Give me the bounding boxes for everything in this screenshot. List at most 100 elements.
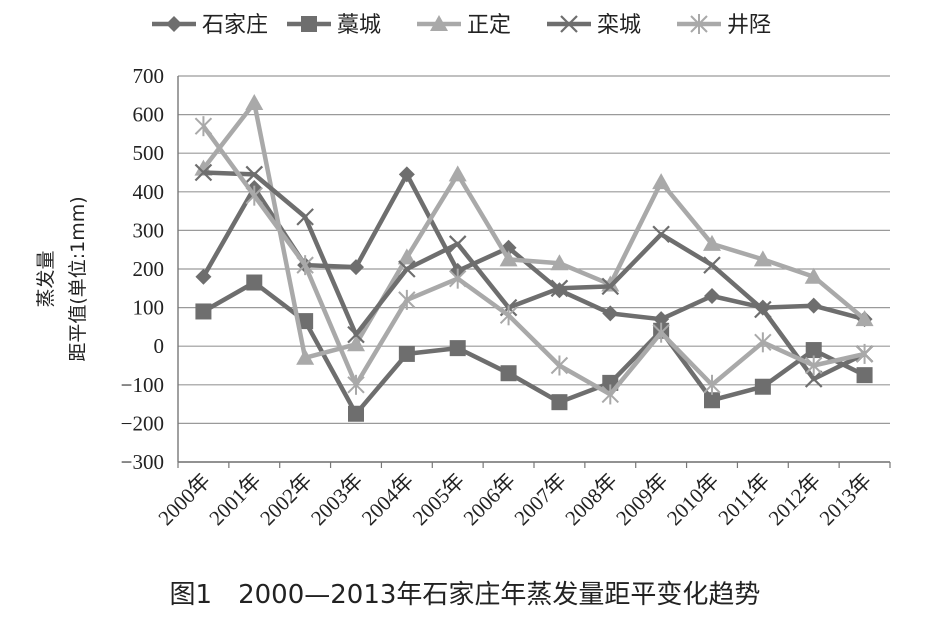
data-point (296, 255, 314, 276)
data-point (166, 16, 182, 32)
data-point (448, 165, 467, 182)
data-point (550, 254, 569, 271)
data-point (805, 355, 823, 376)
data-point (601, 277, 620, 296)
legend-label: 井陉 (727, 13, 771, 38)
y-axis-label-line: 距平值(单位:1mm) (67, 196, 89, 361)
data-point (195, 268, 212, 285)
data-point (246, 274, 263, 291)
series-line (202, 280, 866, 417)
legend-item: 藁城 (287, 13, 381, 38)
data-point (805, 342, 822, 359)
y-axis-label-line: 蒸发量 (35, 250, 57, 307)
data-point (704, 288, 720, 305)
data-point (560, 15, 578, 33)
data-point (449, 268, 467, 289)
y-tick-label: 700 (133, 64, 165, 88)
data-point (347, 325, 365, 344)
series-x (194, 163, 874, 388)
series-star (194, 116, 874, 405)
x-tick-label: 2011年 (713, 469, 774, 530)
x-tick-label: 2009年 (611, 469, 673, 531)
data-point (398, 166, 415, 183)
figure-caption: 图1 2000—2013年石家庄年蒸发量距平变化趋势 (169, 580, 761, 610)
data-point (301, 16, 317, 32)
data-point (855, 343, 874, 364)
data-point (652, 322, 670, 343)
y-tick-labels: −300 −200 −100 0 100 200 300 400 500 600 700 (121, 64, 164, 474)
data-point (195, 303, 212, 320)
data-point (347, 335, 365, 352)
legend-item: 正定 (417, 13, 511, 38)
y-tick-label: 0 (154, 334, 165, 358)
data-point (430, 15, 448, 31)
x-tick-label: 2006年 (459, 469, 521, 531)
x-tick-label: 2003年 (306, 469, 368, 531)
data-point (754, 332, 772, 353)
y-tick-label: 500 (133, 141, 165, 165)
data-point (753, 250, 772, 267)
y-tick-label: 100 (133, 296, 165, 320)
legend-label: 栾城 (597, 13, 641, 38)
x-tick-labels: 2000年2001年2002年2003年2004年2005年2006年2007年… (153, 469, 876, 531)
data-point (448, 235, 467, 253)
series-group (194, 94, 874, 422)
x-tick-label: 2013年 (815, 469, 877, 531)
x-tick-label: 2000年 (153, 469, 215, 531)
data-point (397, 248, 416, 265)
data-point (245, 165, 264, 184)
x-tick-label: 2008年 (560, 469, 622, 531)
data-point (652, 225, 670, 244)
data-point (398, 260, 416, 278)
data-point (601, 384, 619, 405)
data-point (704, 392, 720, 409)
legend: 石家庄 藁城 正定 栾城 井陉 (152, 13, 771, 38)
data-point (194, 116, 213, 137)
y-tick-label: −100 (121, 373, 164, 397)
y-tick-label: 200 (133, 257, 165, 281)
y-tick-label: 600 (133, 103, 165, 127)
data-point (754, 300, 772, 319)
data-point (550, 279, 569, 298)
y-tick-label: −200 (121, 411, 164, 435)
data-point (754, 378, 771, 395)
series-diamond (195, 166, 873, 328)
legend-item: 栾城 (547, 13, 641, 38)
data-point (245, 94, 264, 111)
legend-label: 石家庄 (202, 13, 268, 38)
data-point (347, 374, 365, 395)
data-point (602, 305, 619, 322)
data-point (804, 267, 823, 284)
legend-label: 正定 (467, 13, 511, 38)
data-point (703, 256, 721, 274)
legend-label: 藁城 (337, 13, 381, 38)
data-point (856, 367, 873, 384)
data-point (348, 259, 364, 276)
data-point (245, 185, 263, 206)
x-tick-label: 2007年 (509, 469, 571, 531)
y-tick-label: 300 (133, 218, 165, 242)
data-point (297, 313, 314, 330)
data-point (449, 340, 466, 357)
data-point (499, 305, 518, 326)
data-point (551, 394, 568, 411)
data-point (703, 234, 721, 251)
legend-item: 井陉 (677, 13, 771, 38)
data-point (855, 310, 874, 327)
data-point (500, 365, 517, 382)
series-line (201, 172, 866, 322)
series-line (201, 100, 867, 361)
y-tick-label: 400 (133, 180, 165, 204)
data-point (805, 297, 822, 314)
data-point (499, 250, 518, 267)
series-square (195, 274, 873, 422)
data-point (194, 163, 213, 182)
data-point (296, 348, 315, 365)
data-point (398, 289, 416, 310)
data-point (550, 355, 569, 376)
data-point (703, 374, 721, 395)
legend-item: 石家庄 (152, 13, 268, 38)
data-point (652, 173, 671, 190)
y-axis-label: 蒸发量 距平值(单位:1mm) (35, 196, 89, 361)
